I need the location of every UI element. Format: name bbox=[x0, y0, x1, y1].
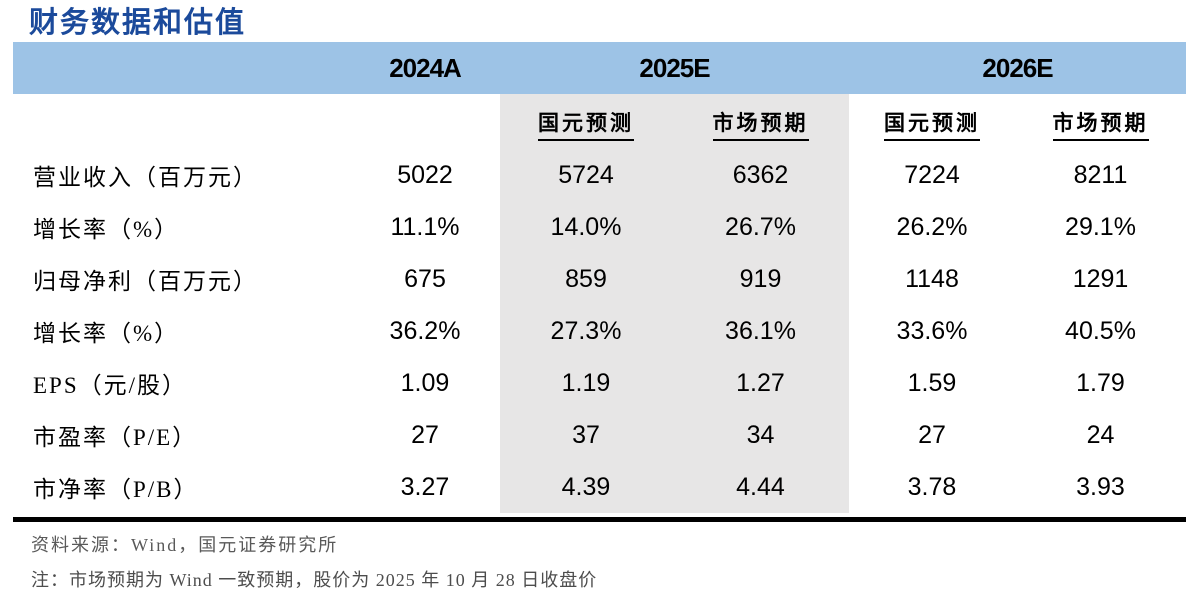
cell-value: 859 bbox=[500, 253, 672, 305]
row-label: EPS（元/股） bbox=[33, 373, 188, 398]
cell-value: 29.1% bbox=[1065, 212, 1136, 241]
cell-value: 1148 bbox=[905, 264, 959, 293]
source-line: 资料来源：Wind，国元证券研究所 bbox=[31, 534, 339, 555]
cell-value: 1.27 bbox=[672, 357, 849, 409]
corner-cell bbox=[13, 42, 350, 94]
table-row: 营业收入（百万元） 5022 5724 6362 7224 8211 bbox=[13, 149, 1186, 201]
row-label: 市净率（P/B） bbox=[33, 477, 199, 502]
cell-value: 33.6% bbox=[896, 316, 968, 345]
cell-value: 36.2% bbox=[389, 316, 461, 345]
year-header-2024a: 2024A bbox=[350, 42, 500, 94]
cell-value: 26.7% bbox=[672, 201, 849, 253]
report-page: 财务数据和估值 2024A 2025E 2026E 国元预测 市场预期 国元预测… bbox=[0, 4, 1198, 614]
cell-value: 36.1% bbox=[672, 305, 849, 357]
cell-value: 1.19 bbox=[500, 357, 672, 409]
cell-value: 27.3% bbox=[500, 305, 672, 357]
row-label: 市盈率（P/E） bbox=[33, 425, 198, 450]
cell-value: 11.1% bbox=[390, 212, 460, 241]
subheader-row: 国元预测 市场预期 国元预测 市场预期 bbox=[13, 94, 1186, 149]
row-label: 营业收入（百万元） bbox=[33, 165, 258, 190]
year-header-2025e: 2025E bbox=[500, 42, 849, 94]
cell-value: 34 bbox=[672, 409, 849, 461]
cell-value: 27 bbox=[411, 420, 439, 449]
cell-value: 4.44 bbox=[672, 461, 849, 513]
table-bottom-rule bbox=[13, 513, 1186, 522]
cell-value: 4.39 bbox=[500, 461, 672, 513]
table-row: 归母净利（百万元） 675 859 919 1148 1291 bbox=[13, 253, 1186, 305]
table-row: 增长率（%） 36.2% 27.3% 36.1% 33.6% 40.5% bbox=[13, 305, 1186, 357]
table-row: 市净率（P/B） 3.27 4.39 4.44 3.78 3.93 bbox=[13, 461, 1186, 513]
subheader-guoyuan-2026: 国元预测 bbox=[849, 94, 1015, 149]
year-header-2026e: 2026E bbox=[849, 42, 1186, 94]
subheader-market-2025: 市场预期 bbox=[672, 94, 849, 149]
cell-value: 1.09 bbox=[400, 368, 450, 397]
page-title: 财务数据和估值 bbox=[29, 7, 247, 39]
cell-value: 1.59 bbox=[907, 368, 957, 397]
cell-value: 26.2% bbox=[896, 212, 968, 241]
cell-value: 24 bbox=[1086, 420, 1115, 449]
cell-value: 1291 bbox=[1072, 264, 1129, 293]
cell-value: 37 bbox=[500, 409, 672, 461]
empty-cell bbox=[13, 94, 350, 149]
cell-value: 3.78 bbox=[907, 472, 957, 501]
cell-value: 6362 bbox=[672, 149, 849, 201]
subheader-guoyuan-2025: 国元预测 bbox=[500, 94, 672, 149]
cell-value: 27 bbox=[918, 420, 946, 449]
cell-value: 40.5% bbox=[1065, 316, 1136, 345]
cell-value: 919 bbox=[672, 253, 849, 305]
cell-value: 675 bbox=[404, 264, 446, 293]
row-label: 增长率（%） bbox=[33, 321, 180, 346]
cell-value: 14.0% bbox=[500, 201, 672, 253]
financial-table: 2024A 2025E 2026E 国元预测 市场预期 国元预测 市场预期 营业… bbox=[13, 42, 1186, 522]
row-label: 增长率（%） bbox=[33, 217, 180, 242]
cell-value: 5724 bbox=[500, 149, 672, 201]
subheader-market-2026: 市场预期 bbox=[1015, 94, 1186, 149]
table-row: 增长率（%） 11.1% 14.0% 26.7% 26.2% 29.1% bbox=[13, 201, 1186, 253]
cell-value: 8211 bbox=[1073, 160, 1128, 189]
table-body: 营业收入（百万元） 5022 5724 6362 7224 8211 增长率（%） 11.1%… bbox=[13, 149, 1186, 513]
cell-value: 5022 bbox=[397, 160, 453, 189]
cell-value: 3.27 bbox=[400, 472, 450, 501]
year-header-row: 2024A 2025E 2026E bbox=[13, 42, 1186, 94]
table-row: 市盈率（P/E） 27 37 34 27 24 bbox=[13, 409, 1186, 461]
cell-value: 7224 bbox=[904, 160, 960, 189]
empty-cell bbox=[350, 94, 500, 149]
row-label: 归母净利（百万元） bbox=[33, 269, 258, 294]
table-row: EPS（元/股） 1.09 1.19 1.27 1.59 1.79 bbox=[13, 357, 1186, 409]
cell-value: 1.79 bbox=[1076, 368, 1125, 397]
footer: 资料来源：Wind，国元证券研究所 注：市场预期为 Wind 一致预期，股价为 … bbox=[31, 532, 1198, 593]
note-line: 注：市场预期为 Wind 一致预期，股价为 2025 年 10 月 28 日收盘… bbox=[31, 569, 598, 590]
cell-value: 3.93 bbox=[1076, 472, 1125, 501]
